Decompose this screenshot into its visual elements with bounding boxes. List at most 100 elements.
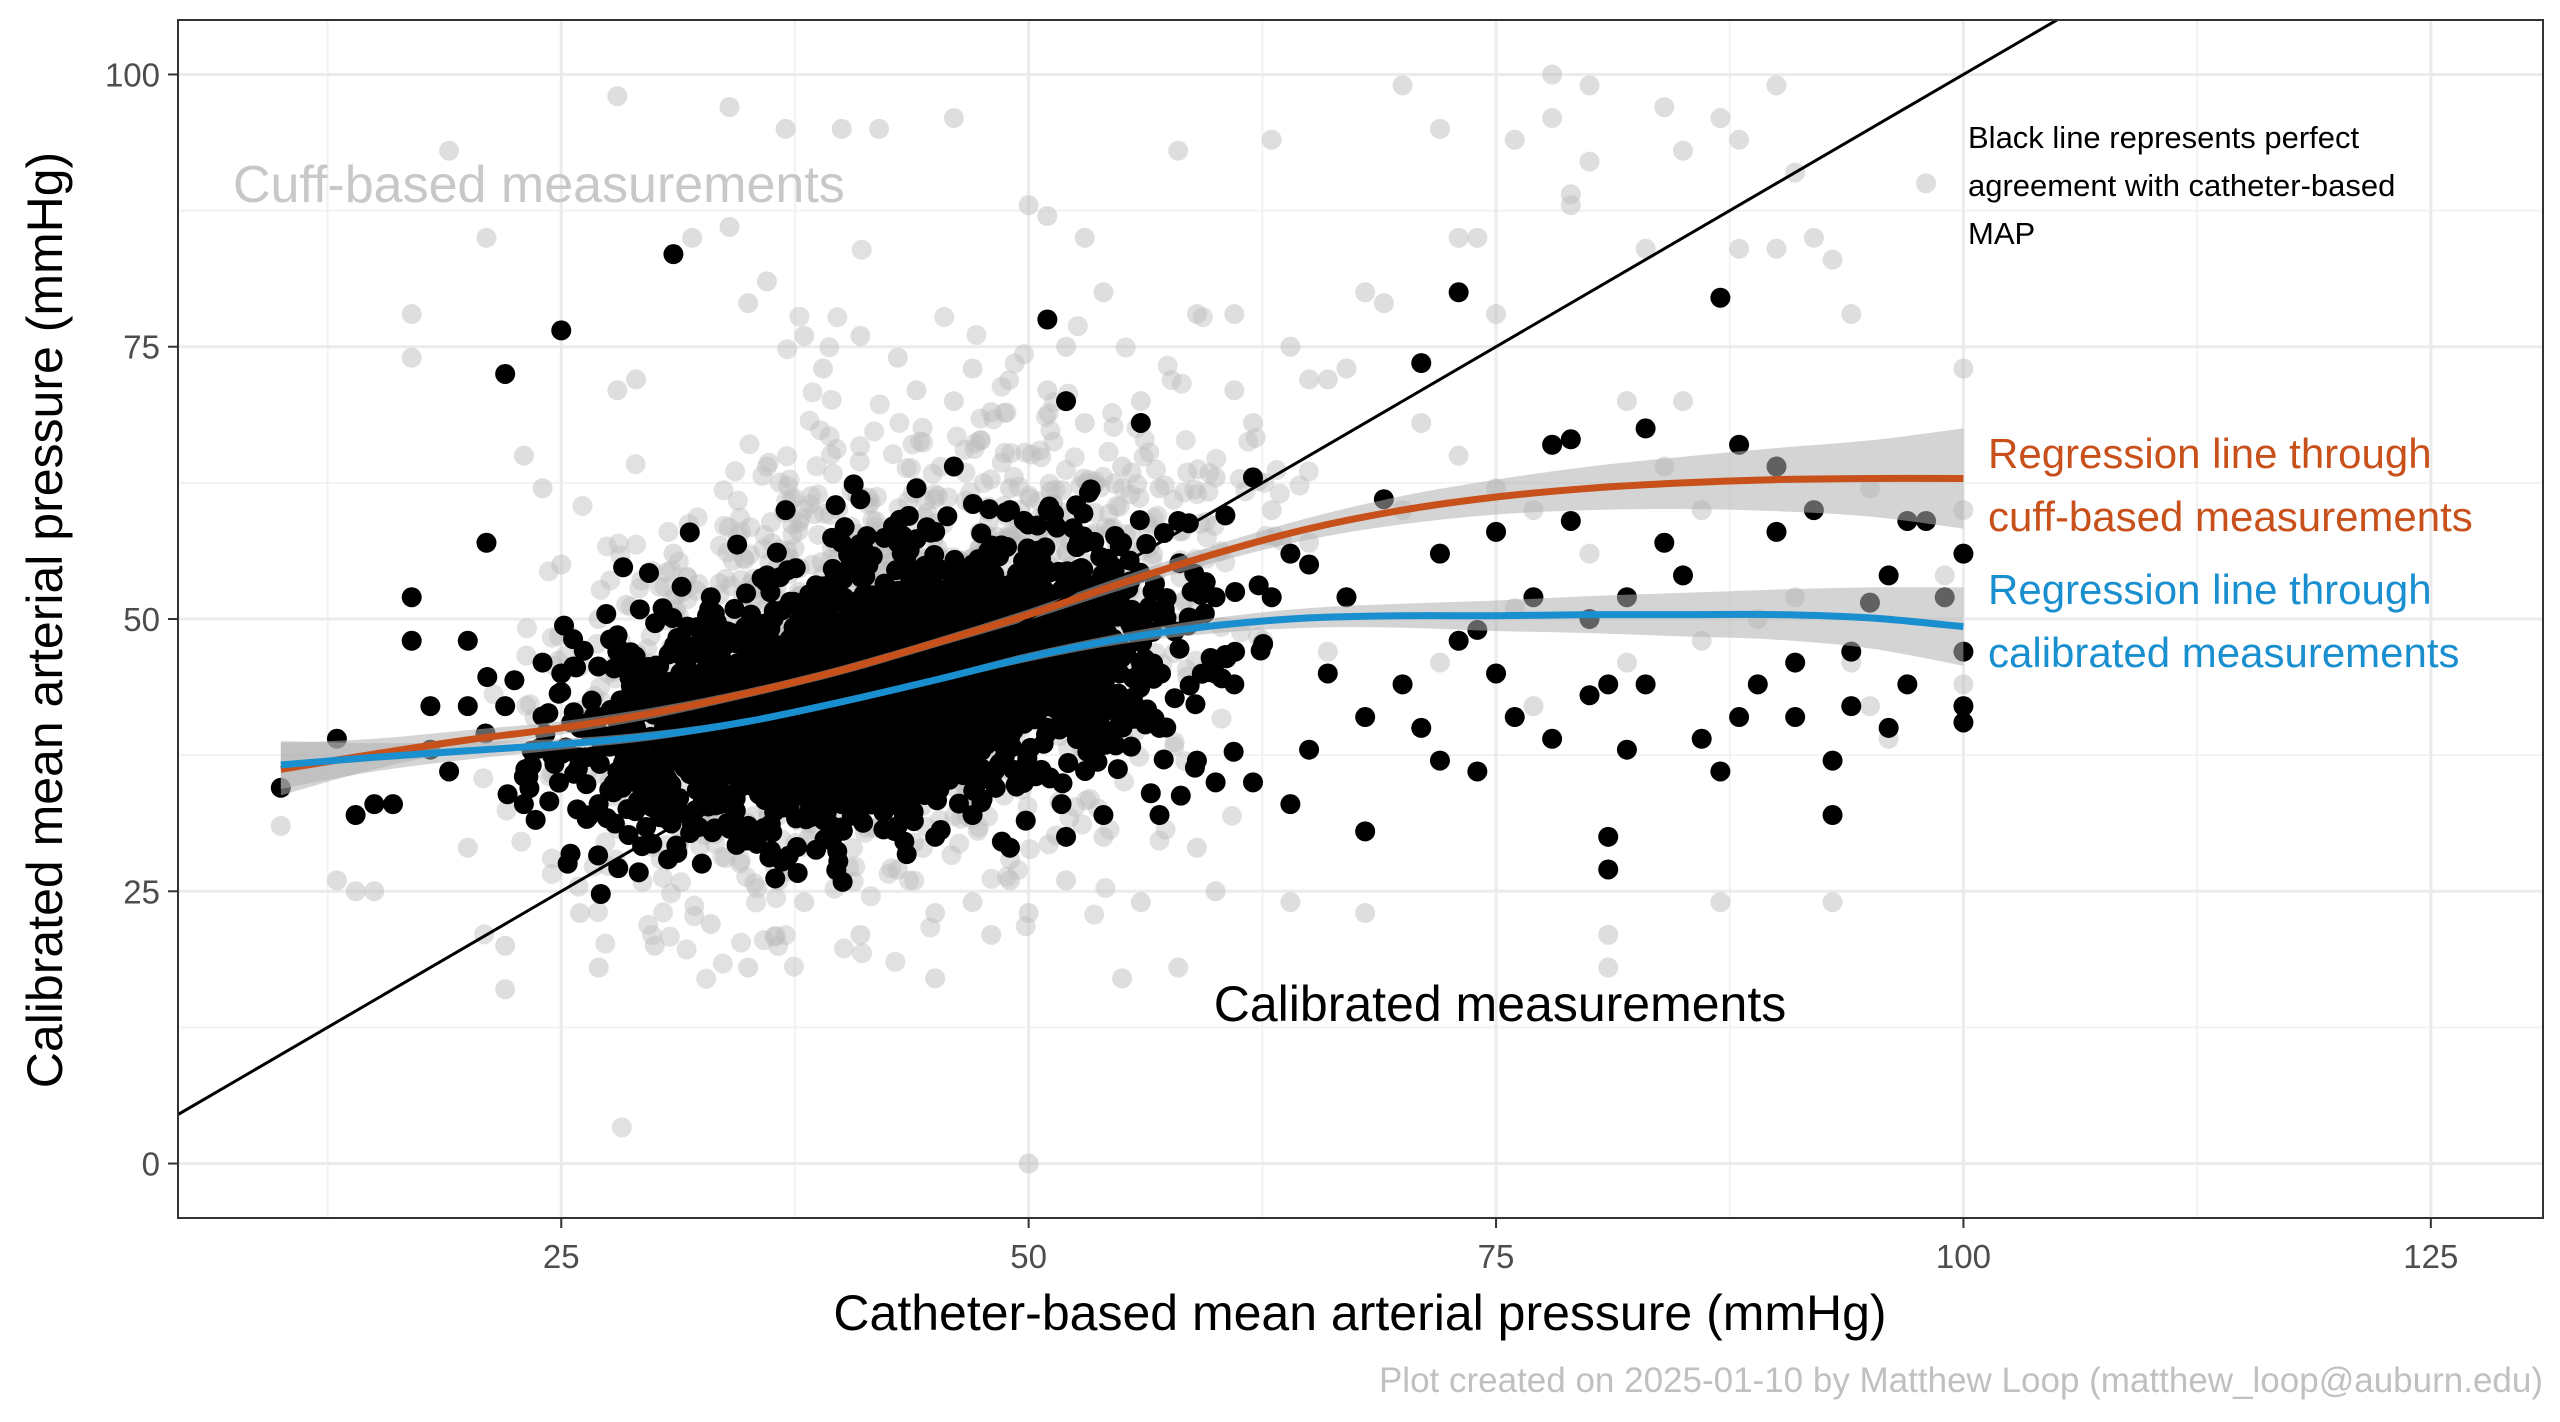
cuff-point (1163, 489, 1184, 510)
cuff-point (821, 389, 842, 410)
cuff-point (1916, 173, 1937, 194)
cuff-point (1067, 316, 1088, 337)
cuff-point (1127, 474, 1148, 495)
calibrated-point (931, 704, 952, 725)
calibrated-point (1710, 761, 1731, 782)
cuff-point (1112, 968, 1133, 989)
calibrated-point (1261, 587, 1282, 608)
calibrated-point (560, 843, 581, 864)
cuff-point (727, 490, 748, 511)
cuff-point (715, 568, 736, 589)
cuff-point (730, 507, 751, 528)
cuff-point (495, 979, 516, 1000)
cuff-point (1018, 195, 1039, 216)
cuff-point (569, 903, 590, 924)
calibrated-point (1635, 674, 1656, 695)
calibrated-point (1598, 674, 1619, 695)
calibrated-point (1355, 821, 1376, 842)
cuff-point (1616, 652, 1637, 673)
cuff-point (719, 216, 740, 237)
calibrated-point (986, 584, 1007, 605)
calibrated-point (860, 784, 881, 805)
calibrated-point (906, 478, 927, 499)
calibrated-point (826, 860, 847, 881)
calibrated-point (831, 794, 852, 815)
calibrated-point (548, 772, 569, 793)
calibrated-point (851, 762, 872, 783)
calibrated-point (944, 735, 965, 756)
calibrated-point (889, 611, 910, 632)
cuff-point (326, 870, 347, 891)
cuff-point (1266, 460, 1287, 481)
calibrated-point (613, 557, 634, 578)
calibrated-point (738, 815, 759, 836)
calibrated-point (946, 593, 967, 614)
calibrated-point (764, 801, 785, 822)
cuff-point (1467, 227, 1488, 248)
cuff-point (736, 866, 757, 887)
cuff-point (819, 426, 840, 447)
calibrated-regression-line (280, 610, 1964, 769)
cuff-point (1055, 459, 1076, 480)
cuff-regression-label-line-2: cuff-based measurements (1988, 493, 2473, 540)
x-tick-label: 75 (1478, 1238, 1515, 1275)
cuff-point (1037, 206, 1058, 227)
calibrated-regression-label: Regression line through calibrated measu… (1988, 566, 2460, 676)
cuff-point (1015, 442, 1036, 463)
cuff-point (1147, 505, 1168, 526)
cuff-point (1168, 957, 1189, 978)
cuff-point (730, 850, 751, 871)
cuff-point (1004, 353, 1025, 374)
cuff-point (806, 456, 827, 477)
cuff-point (682, 227, 703, 248)
calibrated-point (604, 813, 625, 834)
calibrated-point (1215, 505, 1236, 526)
calibrated-point (629, 599, 650, 620)
calibrated-point (626, 772, 647, 793)
calibrated-point (525, 809, 546, 830)
cuff-point (1106, 495, 1127, 516)
calibrated-point (1243, 467, 1263, 488)
cuff-point (973, 473, 994, 494)
calibrated-point (962, 805, 983, 826)
cuff-point (1019, 839, 1040, 860)
calibrated-point (1710, 287, 1731, 308)
calibrated-point (1560, 510, 1581, 531)
calibrated-point (977, 691, 998, 712)
cuff-point (1238, 431, 1259, 452)
cuff-point (1031, 447, 1052, 468)
cuff-point (1186, 304, 1207, 325)
cuff-point (991, 452, 1012, 473)
cuff-point (896, 458, 917, 479)
cuff-point (1953, 674, 1974, 695)
calibrated-point (1012, 677, 1033, 698)
calibrated-point (813, 615, 834, 636)
cuff-point (1038, 834, 1059, 855)
calibrated-point (859, 741, 880, 762)
cuff-point (1184, 479, 1205, 500)
calibrated-point (989, 753, 1010, 774)
calibrated-point (618, 824, 639, 845)
identity-line (178, 20, 2060, 1116)
calibrated-point (704, 818, 725, 839)
cuff-point (1129, 487, 1150, 508)
calibrated-point (899, 573, 920, 594)
cuff-point (653, 902, 674, 923)
cuff-point (1134, 429, 1155, 450)
calibrated-point (1691, 728, 1712, 749)
cuff-point (1112, 478, 1133, 499)
calibrated-point (843, 474, 864, 495)
cuff-point (889, 412, 910, 433)
calibrated-point (515, 759, 536, 780)
cuff-point (794, 325, 815, 346)
identity-note: Black line represents perfect agreement … (1968, 120, 2404, 251)
cuff-point (719, 97, 740, 118)
calibrated-point (345, 805, 366, 826)
cuff-point (513, 445, 534, 466)
cuff-point (1103, 416, 1124, 437)
x-axis: 25 50 75 100 125 (543, 1218, 2458, 1275)
cuff-point (1071, 814, 1092, 835)
calibrated-point (1052, 773, 1073, 794)
calibrated-point (439, 761, 460, 782)
